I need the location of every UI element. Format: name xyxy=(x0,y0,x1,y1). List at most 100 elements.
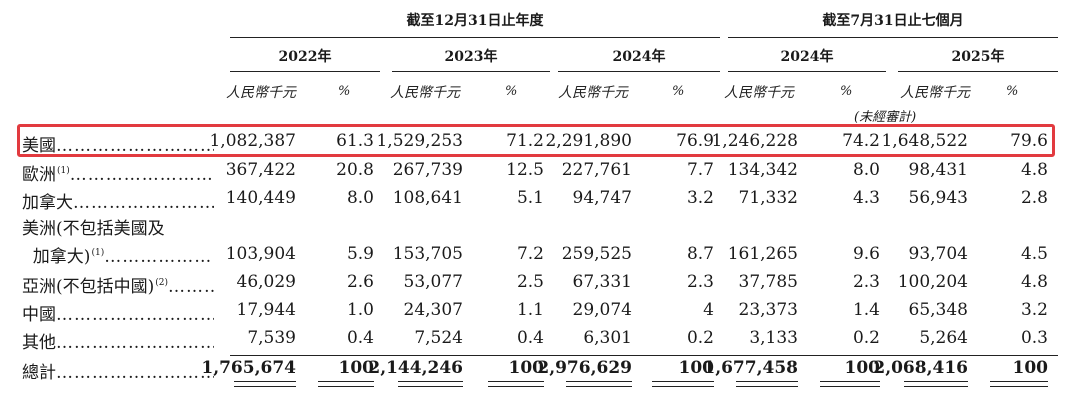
percent-cell: 0.4 xyxy=(346,328,374,348)
amount-cell: 56,943 xyxy=(908,188,968,208)
amount-cell: 17,944 xyxy=(236,300,296,320)
year-rule-2024 xyxy=(558,71,720,72)
percent-cell: 0.3 xyxy=(1020,328,1048,348)
unit-header: 人民幣千元 xyxy=(390,85,460,101)
dot-leader: ……………………………… xyxy=(56,333,214,353)
percent-cell: 8.0 xyxy=(852,160,880,180)
total-double-rule xyxy=(318,381,374,387)
percent-cell: 4.8 xyxy=(1020,160,1048,180)
dot-leader: ……………………………… xyxy=(56,305,214,325)
amount-cell: 367,422 xyxy=(225,160,296,180)
percent-cell: 7.7 xyxy=(686,160,714,180)
row-label-text: 加拿大 xyxy=(22,193,73,213)
year-2023: 2023年 xyxy=(444,49,498,65)
unit-header: 人民幣千元 xyxy=(724,85,794,101)
amount-cell: 267,739 xyxy=(392,160,463,180)
amount-cell: 1,765,674 xyxy=(201,358,296,378)
amount-cell: 6,301 xyxy=(583,328,632,348)
percent-cell: 71.2 xyxy=(506,131,544,151)
unit-header: 人民幣千元 xyxy=(226,85,296,101)
percent-cell: 100 xyxy=(338,358,375,378)
amount-cell: 1,677,458 xyxy=(703,358,798,378)
percent-cell: 9.6 xyxy=(852,244,880,264)
row-label-text: 總計 xyxy=(22,363,56,383)
row-label: 加拿大……………………………… xyxy=(22,188,214,213)
percent-cell: 61.3 xyxy=(336,131,374,151)
total-double-rule xyxy=(234,381,296,387)
percent-cell: 4.8 xyxy=(1020,272,1048,292)
year-rule-2025-7m xyxy=(898,71,1058,72)
dot-leader: ……………………………… xyxy=(56,363,214,383)
percent-cell: 100 xyxy=(678,358,715,378)
percent-cell: 74.2 xyxy=(842,131,880,151)
amount-cell: 259,525 xyxy=(561,244,632,264)
amount-cell: 161,265 xyxy=(727,244,798,264)
row-label-text: 歐洲 xyxy=(22,165,56,185)
footnote-marker: (2) xyxy=(155,278,169,288)
total-double-rule xyxy=(990,381,1048,387)
amount-cell: 37,785 xyxy=(738,272,798,292)
total-double-rule xyxy=(488,381,544,387)
amount-cell: 1,529,253 xyxy=(376,131,463,151)
percent-cell: 100 xyxy=(1012,358,1049,378)
amount-cell: 2,976,629 xyxy=(537,358,632,378)
pct-header: % xyxy=(840,84,853,99)
year-2025-7m: 2025年 xyxy=(951,49,1005,65)
percent-cell: 8.7 xyxy=(686,244,714,264)
total-double-rule xyxy=(652,381,714,387)
percent-cell: 4 xyxy=(703,300,714,320)
row-label: 美國……………………………… xyxy=(22,131,214,156)
group-rule-fy xyxy=(230,37,720,38)
percent-cell: 3.2 xyxy=(686,188,714,208)
pct-header: % xyxy=(338,84,351,99)
percent-cell: 7.2 xyxy=(516,244,544,264)
dot-leader: ……………………………… xyxy=(56,136,214,156)
year-2024-7m: 2024年 xyxy=(780,49,834,65)
pct-header: % xyxy=(672,84,685,99)
group-title-7m: 截至7月31日止七個月 xyxy=(822,13,964,29)
total-double-rule xyxy=(820,381,880,387)
row-label: 其他……………………………… xyxy=(22,328,214,353)
amount-cell: 65,348 xyxy=(908,300,968,320)
pct-header: % xyxy=(1006,84,1019,99)
row-label-text: 中國 xyxy=(22,305,56,325)
year-rule-2024-7m xyxy=(728,71,886,72)
amount-cell: 7,539 xyxy=(247,328,296,348)
percent-cell: 8.0 xyxy=(346,188,374,208)
percent-cell: 2.5 xyxy=(516,272,544,292)
row-label: 加拿大)(1)……………………………… xyxy=(22,242,214,267)
amount-cell: 53,077 xyxy=(403,272,463,292)
year-rule-2022 xyxy=(230,71,380,72)
total-double-rule xyxy=(904,381,968,387)
dot-leader: ……………………………… xyxy=(69,165,214,185)
percent-cell: 4.3 xyxy=(852,188,880,208)
amount-cell: 7,524 xyxy=(414,328,463,348)
row-label-text: 亞洲(不包括中國) xyxy=(22,277,155,297)
percent-cell: 100 xyxy=(844,358,881,378)
amount-cell: 2,144,246 xyxy=(368,358,463,378)
percent-cell: 12.5 xyxy=(506,160,544,180)
unit-header: 人民幣千元 xyxy=(558,85,628,101)
dot-leader: ……………………………… xyxy=(73,193,214,213)
dot-leader: ……………………………… xyxy=(104,247,214,267)
row-label: 中國……………………………… xyxy=(22,300,214,325)
row-label-text: 其他 xyxy=(22,333,56,353)
amount-cell: 3,133 xyxy=(749,328,798,348)
year-2024: 2024年 xyxy=(612,49,666,65)
percent-cell: 2.3 xyxy=(686,272,714,292)
amount-cell: 98,431 xyxy=(908,160,968,180)
year-2022: 2022年 xyxy=(278,49,332,65)
amount-cell: 93,704 xyxy=(908,244,968,264)
amount-cell: 100,204 xyxy=(897,272,968,292)
footnote-marker: (1) xyxy=(91,248,105,258)
total-double-rule xyxy=(566,381,632,387)
amount-cell: 24,307 xyxy=(403,300,463,320)
amount-cell: 103,904 xyxy=(225,244,296,264)
amount-cell: 46,029 xyxy=(236,272,296,292)
percent-cell: 3.2 xyxy=(1020,300,1048,320)
row-label: 美洲(不包括美國及 xyxy=(22,214,214,239)
row-label: 亞洲(不包括中國)(2)……………………………… xyxy=(22,272,214,297)
amount-cell: 2,068,416 xyxy=(873,358,968,378)
total-top-rule xyxy=(230,355,1058,356)
percent-cell: 0.2 xyxy=(852,328,880,348)
